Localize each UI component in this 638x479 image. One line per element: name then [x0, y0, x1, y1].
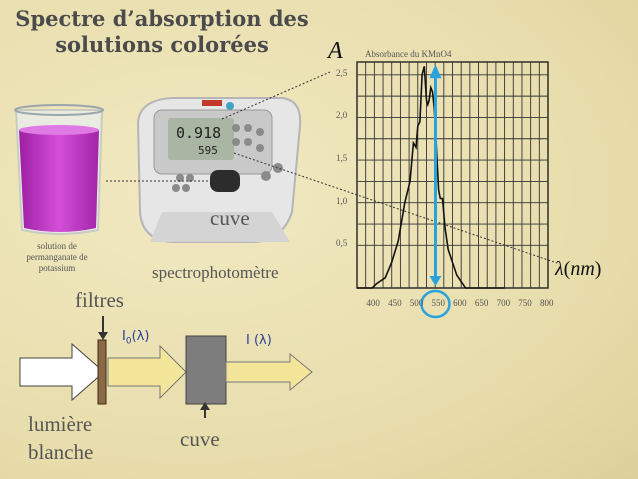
x-tick-label: 500	[409, 298, 424, 308]
beaker-illustration	[14, 104, 104, 235]
subscript-zero: 0	[125, 336, 132, 347]
x-tick-label: 800	[540, 298, 554, 308]
device-screen	[168, 118, 234, 160]
cuve-bottom-label: cuve	[180, 427, 220, 451]
y-tick-label: 1,0	[336, 195, 348, 206]
device-value: 0.918	[176, 124, 221, 142]
x-tick-label: 400	[366, 298, 380, 308]
cuve-top-label: cuve	[210, 206, 250, 230]
permanganate-solution	[19, 130, 99, 232]
incident-light-arrow	[107, 344, 187, 400]
highlight-arrow-head	[429, 64, 442, 79]
x-tick-label: 700	[496, 298, 511, 308]
transmitted-intensity-label: I (λ)	[246, 333, 272, 348]
x-tick-label: 750	[518, 298, 532, 308]
chart-title: Absorbance du KMnO4	[365, 49, 452, 59]
solution-label: solution de permanganate de potassium	[26, 241, 88, 273]
x-axis-unit: nm	[570, 258, 595, 280]
x-tick-label: 550	[431, 298, 445, 308]
cuvette-slot	[210, 170, 240, 192]
y-axis-label: A	[328, 38, 343, 64]
device-wavelength: 595	[198, 144, 218, 157]
x-tick-label: 450	[388, 298, 402, 308]
white-light-arrow	[19, 342, 105, 402]
spectrophotometer-illustration: 0.918 595	[136, 97, 302, 243]
spectrophotometer-label: spectrophotomètre	[152, 263, 279, 282]
y-tick-label: 1,5	[336, 153, 348, 164]
filter	[97, 339, 107, 405]
optical-path-schematic	[19, 316, 313, 418]
y-tick-label: 2,5	[336, 67, 348, 78]
highlight-circle	[420, 289, 451, 319]
white-light-line-1: lumière	[28, 412, 93, 436]
x-tick-label: 600	[453, 298, 467, 308]
title-line-2: solutions colorées	[55, 32, 269, 57]
incident-intensity-label: I0(λ)	[122, 329, 150, 347]
x-tick-label: 650	[474, 298, 489, 308]
white-light-line-2: blanche	[28, 440, 94, 464]
transmitted-light-arrow	[225, 352, 313, 392]
title-line-1: Spectre d’absorption des	[15, 6, 309, 31]
y-tick-label: 2,0	[336, 110, 348, 121]
absorbance-curve	[357, 66, 505, 289]
slide-title: Spectre d’absorption des solutions color…	[4, 6, 320, 58]
x-axis-label: λ(nm)	[555, 258, 602, 280]
filters-label: filtres	[75, 288, 124, 312]
y-tick-label: 0,5	[336, 238, 348, 249]
highlight-arrow-head-bottom	[429, 276, 442, 286]
white-light-label: lumière blanche	[28, 410, 93, 466]
cuvette	[185, 335, 227, 405]
